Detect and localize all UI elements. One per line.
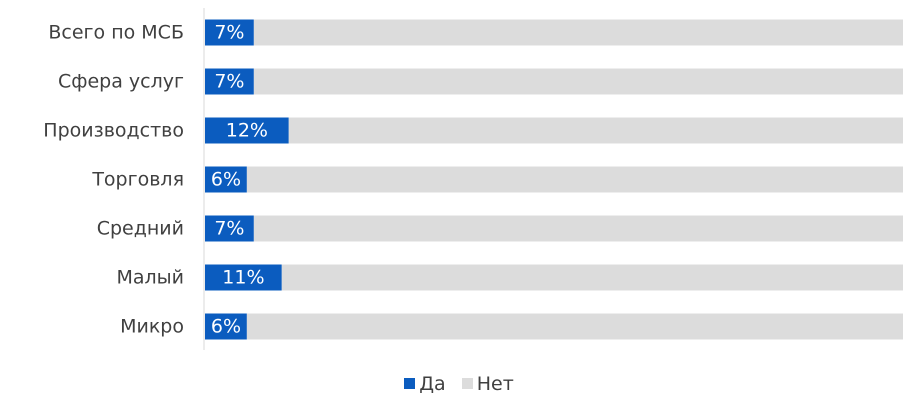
bar-yes-row-0	[205, 19, 254, 46]
bar-yes-row-4	[205, 215, 254, 242]
legend-label-yes: Да	[419, 372, 446, 395]
bar-yes-row-6	[205, 313, 247, 340]
category-labels: Всего по МСБ Сфера услуг Производство Торго…	[43, 22, 184, 338]
legend-label-no: Нет	[476, 372, 514, 395]
legend-item-yes: Да	[404, 373, 446, 395]
bar-no-row-0	[253, 19, 904, 46]
category-label-row-1: Сфера услуг	[58, 71, 184, 93]
bar-no-row-3	[246, 166, 903, 193]
category-label-row-6: Микро	[120, 316, 184, 338]
category-label-row-0: Всего по МСБ	[48, 22, 184, 44]
legend-item-no: Нет	[461, 372, 514, 395]
data-label-yes-row-5: 11%	[222, 267, 264, 289]
category-label-row-2: Производство	[43, 120, 184, 142]
bar-yes-row-1	[205, 68, 254, 95]
category-label-row-3: Торговля	[91, 169, 184, 191]
bar-yes-row-2	[205, 117, 289, 144]
bar-no-row-2	[288, 117, 903, 144]
data-label-yes-row-4: 7%	[214, 218, 244, 240]
bar-yes-row-3	[205, 166, 247, 193]
bar-yes-row-5	[205, 264, 282, 291]
category-label-row-5: Малый	[116, 267, 184, 289]
bars-group: 7% 7% 12% 6% 7% 11% 6%	[205, 19, 904, 340]
bar-no-row-4	[253, 215, 904, 242]
data-label-yes-row-3: 6%	[211, 169, 241, 191]
bar-no-row-1	[253, 68, 904, 95]
legend-swatch-yes	[404, 378, 416, 389]
data-label-yes-row-2: 12%	[226, 120, 268, 142]
legend-swatch-no	[461, 378, 473, 389]
legend: Да Нет	[0, 372, 918, 395]
bar-no-row-5	[281, 264, 903, 291]
category-label-row-4: Средний	[97, 218, 184, 240]
data-label-yes-row-1: 7%	[214, 71, 244, 93]
data-label-yes-row-0: 7%	[214, 22, 244, 44]
bar-no-row-6	[246, 313, 903, 340]
data-label-yes-row-6: 6%	[211, 316, 241, 338]
